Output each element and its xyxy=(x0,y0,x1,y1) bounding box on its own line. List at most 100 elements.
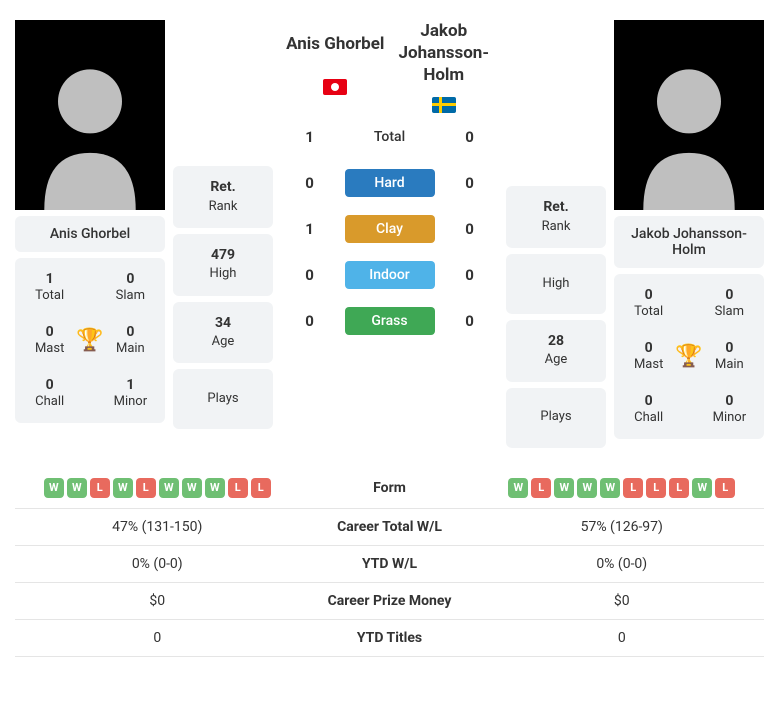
title-total: 0 Total xyxy=(622,286,675,321)
h2h-right-value: 0 xyxy=(455,128,485,146)
h2h-left-value: 0 xyxy=(295,174,325,192)
form-badge[interactable]: W xyxy=(67,478,87,498)
form-right: WLWWWLLLWL xyxy=(480,478,765,498)
title-chall: 0 Chall xyxy=(622,392,675,427)
stat-age: 34 Age xyxy=(173,302,273,364)
flag-sweden-icon xyxy=(432,97,456,113)
vs-player-right: Jakob Johansson-Holm xyxy=(390,20,499,113)
stat-row: $0Career Prize Money$0 xyxy=(15,583,764,620)
stat-age: 28 Age xyxy=(506,320,606,382)
title-minor: 1 Minor xyxy=(104,376,157,411)
avatar-silhouette-icon xyxy=(629,50,749,210)
form-badge[interactable]: L xyxy=(715,478,735,498)
h2h-row: 0 Indoor 0 xyxy=(281,261,498,289)
title-main: 0 Main xyxy=(703,339,756,374)
h2h-surface-label[interactable]: Clay xyxy=(345,215,435,243)
h2h-row: 1 Total 0 xyxy=(281,123,498,151)
form-badge[interactable]: W xyxy=(692,478,712,498)
h2h-row: 1 Clay 0 xyxy=(281,215,498,243)
player-right-name-card[interactable]: Jakob Johansson-Holm xyxy=(614,216,764,268)
form-left: WWLWLWWWLL xyxy=(15,478,300,498)
h2h-left-value: 1 xyxy=(295,128,325,146)
title-slam: 0 Slam xyxy=(703,286,756,321)
player-left-avatar[interactable] xyxy=(15,20,165,210)
stat-rank: Ret. Rank xyxy=(506,186,606,248)
h2h-left-value: 1 xyxy=(295,220,325,238)
stat-rank: Ret. Rank xyxy=(173,166,273,228)
stat-right-value: 57% (126-97) xyxy=(480,519,765,535)
stat-label: Career Prize Money xyxy=(300,593,480,609)
vs-name-left[interactable]: Anis Ghorbel xyxy=(281,20,390,68)
player-left-name-card[interactable]: Anis Ghorbel xyxy=(15,216,165,252)
title-main: 0 Main xyxy=(104,323,157,358)
stat-high: High xyxy=(506,254,606,314)
stat-row: 0YTD Titles0 xyxy=(15,620,764,657)
h2h-surface-label[interactable]: Grass xyxy=(345,307,435,335)
form-badge[interactable]: L xyxy=(228,478,248,498)
vs-name-right[interactable]: Jakob Johansson-Holm xyxy=(390,20,499,86)
stat-right-value: 0 xyxy=(480,630,765,646)
h2h-row: 0 Hard 0 xyxy=(281,169,498,197)
stat-label-form: Form xyxy=(300,480,480,496)
title-chall: 0 Chall xyxy=(23,376,76,411)
player-right-stats: Ret. Rank High 28 Age Plays xyxy=(506,20,606,448)
stat-row: 0% (0-0)YTD W/L0% (0-0) xyxy=(15,546,764,583)
title-mast: 0 Mast xyxy=(23,323,76,358)
form-badge[interactable]: L xyxy=(623,478,643,498)
player-right-column: Jakob Johansson-Holm 0 Total 0 Slam 0 Ma… xyxy=(614,20,764,448)
form-badge[interactable]: W xyxy=(508,478,528,498)
stat-high: 479 High xyxy=(173,234,273,296)
stat-plays: Plays xyxy=(173,369,273,429)
player-right-titles: 0 Total 0 Slam 0 Mast 🏆 0 Main 0 Chall 0 xyxy=(614,274,764,439)
trophy-icon: 🏆 xyxy=(76,328,103,353)
stat-right-value: $0 xyxy=(480,593,765,609)
vs-player-left: Anis Ghorbel xyxy=(281,20,390,113)
flag-tunisia-icon xyxy=(323,79,347,95)
title-mast: 0 Mast xyxy=(622,339,675,374)
form-badge[interactable]: W xyxy=(600,478,620,498)
form-badge[interactable]: L xyxy=(136,478,156,498)
comparison-table: WWLWLWWWLL Form WLWWWLLLWL 47% (131-150)… xyxy=(15,468,764,657)
h2h-center: Anis Ghorbel Jakob Johansson-Holm 1 Total… xyxy=(281,20,498,448)
trophy-icon: 🏆 xyxy=(675,344,702,369)
h2h-right-value: 0 xyxy=(455,266,485,284)
form-badge[interactable]: L xyxy=(669,478,689,498)
form-badge[interactable]: W xyxy=(44,478,64,498)
form-badge[interactable]: W xyxy=(182,478,202,498)
h2h-left-value: 0 xyxy=(295,312,325,330)
h2h-surface-label[interactable]: Hard xyxy=(345,169,435,197)
stat-left-value: 0% (0-0) xyxy=(15,556,300,572)
form-badge[interactable]: W xyxy=(577,478,597,498)
stat-plays: Plays xyxy=(506,388,606,448)
avatar-silhouette-icon xyxy=(30,50,150,210)
player-left-column: Anis Ghorbel 1 Total 0 Slam 0 Mast 🏆 0 M… xyxy=(15,20,165,448)
h2h-right-value: 0 xyxy=(455,174,485,192)
form-badge[interactable]: L xyxy=(90,478,110,498)
stat-left-value: 47% (131-150) xyxy=(15,519,300,535)
form-badge[interactable]: L xyxy=(251,478,271,498)
title-total: 1 Total xyxy=(23,270,76,305)
h2h-row: 0 Grass 0 xyxy=(281,307,498,335)
stat-row-form: WWLWLWWWLL Form WLWWWLLLWL xyxy=(15,468,764,509)
title-minor: 0 Minor xyxy=(703,392,756,427)
stat-label: YTD W/L xyxy=(300,556,480,572)
form-badge[interactable]: W xyxy=(205,478,225,498)
stat-label: Career Total W/L xyxy=(300,519,480,535)
h2h-right-value: 0 xyxy=(455,312,485,330)
h2h-surface-label[interactable]: Indoor xyxy=(345,261,435,289)
stat-left-value: 0 xyxy=(15,630,300,646)
form-badge[interactable]: W xyxy=(159,478,179,498)
stat-row: 47% (131-150)Career Total W/L57% (126-97… xyxy=(15,509,764,546)
form-badge[interactable]: L xyxy=(531,478,551,498)
h2h-right-value: 0 xyxy=(455,220,485,238)
player-right-avatar[interactable] xyxy=(614,20,764,210)
form-badge[interactable]: L xyxy=(646,478,666,498)
h2h-left-value: 0 xyxy=(295,266,325,284)
h2h-rows: 1 Total 0 0 Hard 0 1 Clay 0 0 Indoor 0 0 Grass 0 xyxy=(281,123,498,335)
form-badge[interactable]: W xyxy=(554,478,574,498)
vs-header: Anis Ghorbel Jakob Johansson-Holm xyxy=(281,20,498,113)
h2h-surface-label[interactable]: Total xyxy=(345,123,435,151)
form-badge[interactable]: W xyxy=(113,478,133,498)
player-left-titles: 1 Total 0 Slam 0 Mast 🏆 0 Main 0 Chall 1 xyxy=(15,258,165,423)
stat-right-value: 0% (0-0) xyxy=(480,556,765,572)
